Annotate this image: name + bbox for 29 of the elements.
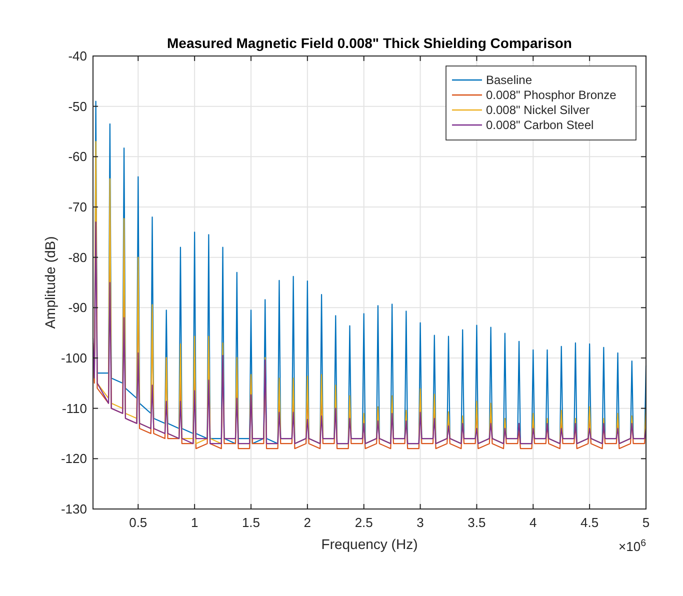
- x-tick-label: 1.5: [242, 515, 260, 530]
- y-tick-label: -90: [68, 300, 87, 316]
- x-tick-label: 1: [190, 515, 198, 530]
- y-axis-title: Amplitude (dB): [42, 236, 58, 329]
- y-tick-label: -60: [68, 149, 87, 164]
- legend-label: 0.008" Nickel Silver: [486, 103, 590, 117]
- legend-label: Baseline: [486, 73, 532, 87]
- legend-label: 0.008" Phosphor Bronze: [486, 88, 617, 102]
- x-tick-label: 0.5: [129, 515, 148, 530]
- line-series: [92, 222, 647, 444]
- x-tick-label: 2.5: [354, 515, 373, 530]
- y-tick-label: -120: [60, 451, 87, 466]
- y-tick-label: -110: [62, 400, 87, 416]
- text: ×10$^{6}$: [618, 538, 646, 554]
- y-tick-label: -130: [60, 502, 87, 516]
- x-tick-label: 4: [530, 515, 537, 530]
- x-tick-label: 4.5: [580, 515, 599, 530]
- x-axis-title: Frequency (Hz): [321, 536, 418, 552]
- x-tick-label: 2: [304, 515, 312, 530]
- x-tick-label: 3.5: [468, 515, 486, 530]
- y-tick-label: -100: [60, 350, 87, 366]
- y-tick-label: -40: [68, 48, 87, 64]
- y-tick-label: -50: [68, 98, 87, 114]
- x-tick-label: 3: [416, 515, 424, 530]
- x-tick-label: 5: [642, 515, 650, 530]
- y-tick-label: -80: [68, 250, 87, 265]
- chart-title: Measured Magnetic Field 0.008" Thick Shielding Comparison: [167, 35, 572, 51]
- y-tick-label: -70: [68, 200, 87, 214]
- legend-label: 0.008" Carbon Steel: [486, 118, 594, 132]
